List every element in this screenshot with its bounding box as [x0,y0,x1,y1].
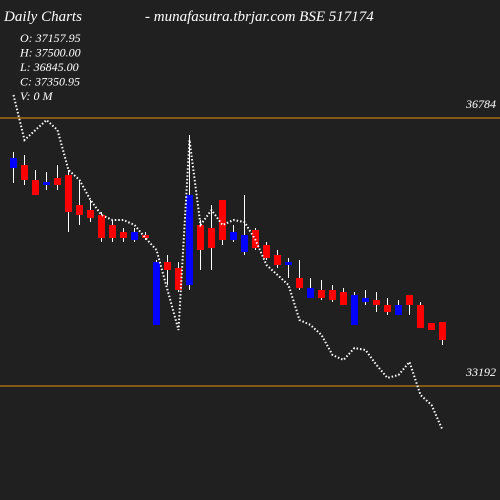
candle-body [351,294,358,325]
ohlc-label: L: 36845.00 [19,60,79,74]
candle-body [175,267,182,290]
level-label: 33192 [465,365,496,379]
candle-body [120,232,127,238]
candle-body [32,180,39,196]
candle-body [230,232,237,241]
ohlc-label: H: 37500.00 [19,46,81,60]
candle-body [384,304,391,312]
level-label: 36784 [465,97,496,111]
candle-body [373,299,380,305]
candle-body [395,304,402,315]
candle-body [10,158,17,169]
candle-body [98,215,105,238]
candle-body [318,289,325,298]
candle-body [340,292,347,305]
candle-body [417,304,424,329]
candle-body [285,262,292,265]
candle-body [43,182,50,186]
candle-body [164,262,171,270]
candle-body [406,294,413,305]
ohlc-label: V: 0 M [20,89,54,103]
candle-body [197,225,204,250]
candle-body [65,175,72,213]
candle-body [142,235,149,238]
candle-body [241,235,248,253]
candle-body [362,297,369,302]
candle-body [428,323,435,330]
candle-body [263,245,270,258]
candle-body [153,262,160,325]
candle-body [439,321,446,340]
candle-body [54,178,61,186]
chart-title: Daily Charts [3,9,82,25]
chart-subtitle: - munafasutra.tbrjar.com BSE 517174 [145,9,374,25]
candle-body [109,225,116,238]
ohlc-label: O: 37157.95 [20,31,81,45]
candle-body [186,195,193,285]
candle-body [131,232,138,241]
candle-body [76,205,83,216]
candle-body [296,277,303,288]
candle-body [307,287,314,298]
candle-body [87,210,94,218]
moving-average-line [12,94,444,431]
candle-body [21,165,28,181]
candle-body [329,289,336,300]
candle-body [274,254,281,265]
ohlc-label: C: 37350.95 [20,75,80,89]
candle-body [208,227,215,248]
candle-body [219,200,226,241]
